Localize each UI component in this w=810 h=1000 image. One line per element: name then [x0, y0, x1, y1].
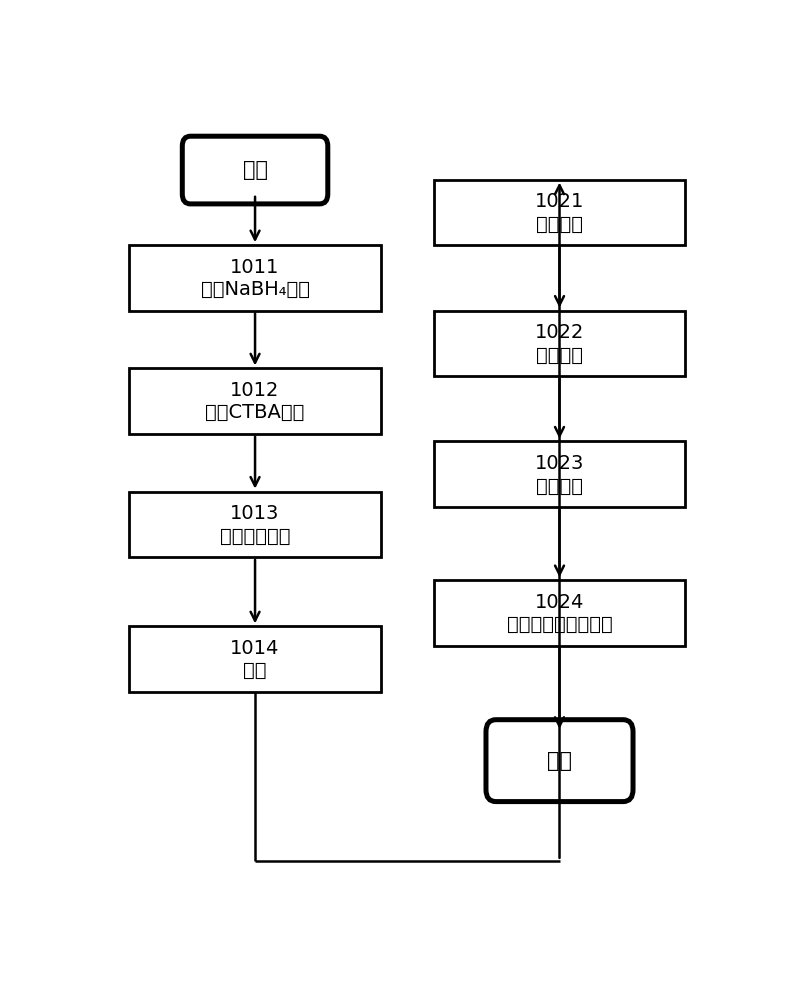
Text: 准备CTBA溶液: 准备CTBA溶液	[206, 403, 305, 422]
FancyBboxPatch shape	[130, 626, 381, 692]
Text: 开始: 开始	[242, 160, 267, 180]
Text: 得到并保存金纳米棒: 得到并保存金纳米棒	[506, 615, 612, 634]
Text: 搅拌溶液: 搅拌溶液	[536, 346, 583, 365]
Text: 1023: 1023	[535, 454, 584, 473]
Text: 结束: 结束	[547, 751, 572, 771]
Text: 1011: 1011	[230, 258, 279, 277]
Text: 1024: 1024	[535, 593, 584, 612]
FancyBboxPatch shape	[130, 368, 381, 434]
FancyBboxPatch shape	[434, 580, 685, 646]
Text: 混合溶液: 混合溶液	[536, 215, 583, 234]
Text: 合成种子溶液: 合成种子溶液	[220, 527, 290, 546]
Text: 1022: 1022	[535, 323, 584, 342]
FancyBboxPatch shape	[130, 245, 381, 311]
Text: 1014: 1014	[230, 639, 279, 658]
Text: 获取沉淀: 获取沉淀	[536, 476, 583, 495]
FancyBboxPatch shape	[182, 136, 328, 204]
Text: 制备NaBH₄溶液: 制备NaBH₄溶液	[201, 280, 309, 299]
Text: 1012: 1012	[230, 381, 279, 400]
FancyBboxPatch shape	[130, 492, 381, 557]
Text: 静置: 静置	[243, 661, 266, 680]
FancyBboxPatch shape	[486, 720, 633, 802]
FancyBboxPatch shape	[434, 441, 685, 507]
Text: 1013: 1013	[230, 504, 279, 523]
FancyBboxPatch shape	[434, 311, 685, 376]
Text: 1021: 1021	[535, 192, 584, 211]
FancyBboxPatch shape	[434, 180, 685, 245]
